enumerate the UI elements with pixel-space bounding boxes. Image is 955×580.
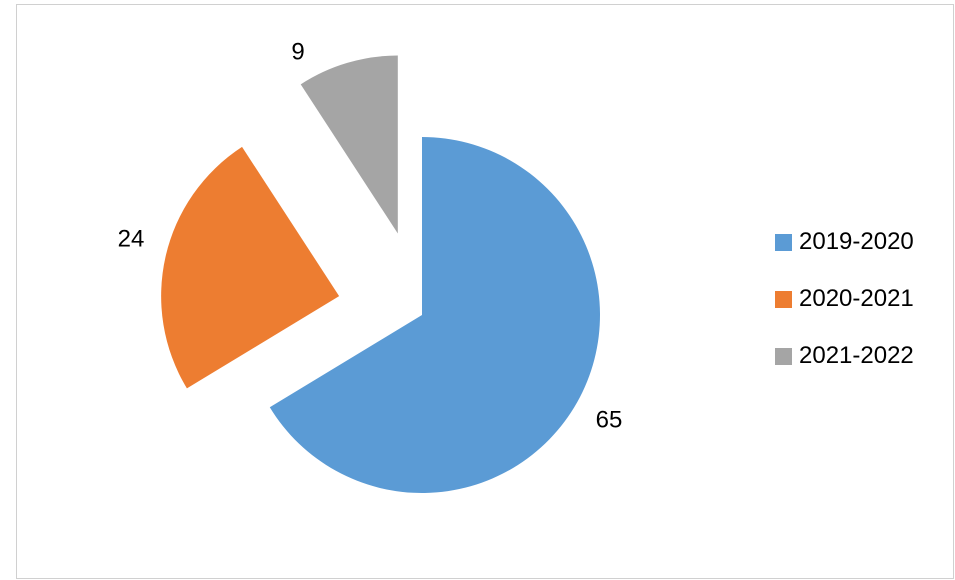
data-label-2021-2022: 9 [291,38,304,65]
legend-label: 2020-2021 [799,285,914,312]
legend-item-2021-2022: 2021-2022 [775,338,914,374]
legend-item-2020-2021: 2020-2021 [775,281,914,317]
pie-slice-2019-2020 [269,137,600,494]
data-label-2020-2021: 24 [118,225,145,252]
legend-swatch [775,347,792,365]
legend-swatch [775,233,792,251]
chart-legend: 2019-2020 2020-2021 2021-2022 [775,224,914,395]
legend-swatch [775,290,792,308]
data-label-2019-2020: 65 [596,406,623,433]
pie-data-labels: 65 24 9 [118,38,623,433]
pie-slice-2020-2021 [161,146,340,389]
legend-label: 2019-2020 [799,228,914,255]
pie-slices [161,55,600,494]
legend-label: 2021-2022 [799,342,914,369]
pie-slice-2021-2022 [300,55,398,234]
legend-item-2019-2020: 2019-2020 [775,224,914,260]
